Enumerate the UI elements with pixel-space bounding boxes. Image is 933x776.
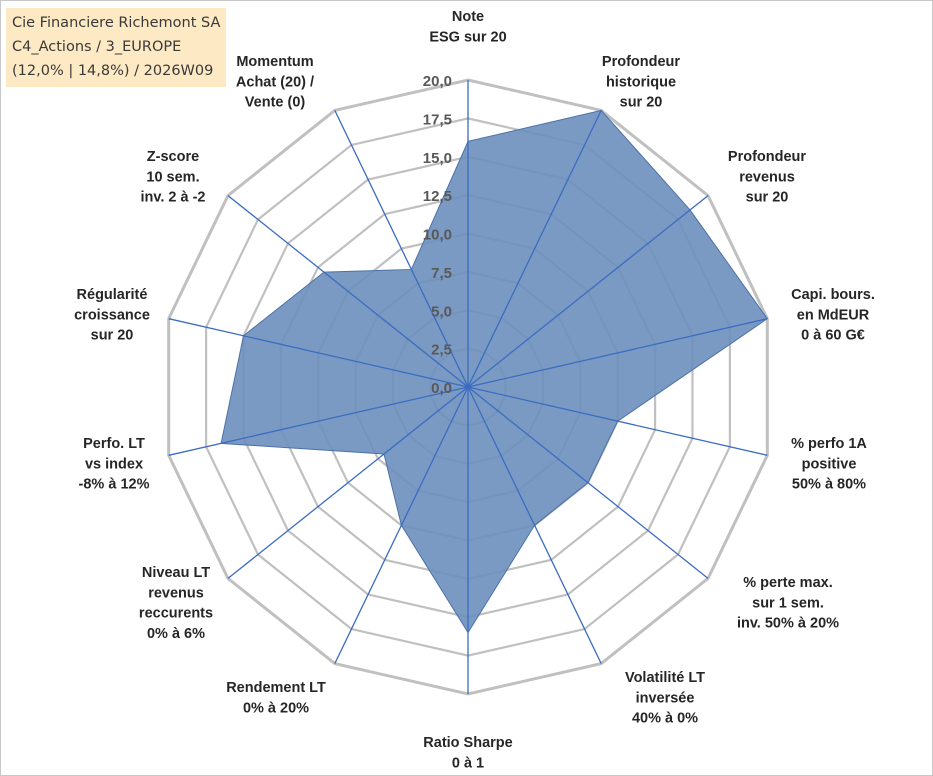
axis-label-line: Vente (0) bbox=[245, 95, 306, 111]
axis-label-line: ESG sur 20 bbox=[429, 29, 506, 45]
axis-spoke bbox=[227, 386, 469, 579]
axis-label-line: inv. 2 à -2 bbox=[140, 190, 205, 206]
data-polygon bbox=[220, 109, 769, 634]
axis-label-line: sur 20 bbox=[620, 95, 663, 111]
axis-label-line: Rendement LT bbox=[226, 680, 326, 696]
axis-spoke bbox=[467, 386, 602, 664]
chart-title-stats: (12,0% | 14,8%) / 2026W09 bbox=[12, 63, 214, 79]
axis-label: Rendement LT 0% à 20% bbox=[226, 680, 326, 716]
radar-series bbox=[220, 109, 769, 634]
axis-spoke bbox=[227, 195, 469, 388]
axis-label-line: croissance bbox=[74, 307, 150, 323]
axis-label: Volatilité LT inversée 40% à 0% bbox=[625, 670, 705, 727]
axis-label-line: 50% à 80% bbox=[792, 477, 866, 493]
chart-title-company: Cie Financiere Richemont SA bbox=[12, 15, 221, 31]
axis-label-line: sur 1 sem. bbox=[752, 595, 824, 611]
axis-label-line: Capi. bours. bbox=[791, 287, 875, 303]
axis-spoke bbox=[334, 110, 469, 388]
axis-label-line: 40% à 0% bbox=[632, 711, 698, 727]
axis-label-line: 0% à 6% bbox=[147, 626, 205, 642]
axis-spoke bbox=[467, 195, 709, 388]
axis-label: % perfo 1A positive 50% à 80% bbox=[791, 436, 867, 493]
axis-label-line: -8% à 12% bbox=[79, 477, 150, 493]
axis-label-line: 10 sem. bbox=[146, 169, 199, 185]
axis-spoke bbox=[467, 110, 602, 388]
tick-label: 10,0 bbox=[423, 227, 452, 244]
axis-label-line: sur 20 bbox=[91, 328, 134, 344]
axis-spoke bbox=[467, 318, 768, 388]
tick-label: 20,0 bbox=[423, 73, 452, 90]
axis-label: Régularité croissance sur 20 bbox=[74, 287, 150, 344]
axis-label-line: Profondeur bbox=[728, 149, 806, 165]
axis-label-line: revenus bbox=[148, 585, 204, 601]
tick-label: 17,5 bbox=[423, 111, 452, 128]
axis-label-line: Momentum bbox=[236, 54, 313, 70]
axis-label-line: Régularité bbox=[77, 287, 148, 303]
axis-label-line: en MdEUR bbox=[797, 307, 870, 323]
chart-title-box: Cie Financiere Richemont SA C4_Actions /… bbox=[6, 8, 227, 87]
axis-label-line: Profondeur bbox=[602, 54, 680, 70]
axis-spoke bbox=[168, 386, 469, 456]
axis-label: Profondeur historique sur 20 bbox=[602, 54, 680, 111]
tick-label: 7,5 bbox=[431, 265, 452, 282]
axis-label-line: historique bbox=[606, 74, 676, 90]
tick-label: 12,5 bbox=[423, 188, 452, 205]
axis-label-line: Achat (20) / bbox=[236, 74, 314, 90]
axis-label-line: positive bbox=[802, 456, 857, 472]
axis-label: Z-score 10 sem. inv. 2 à -2 bbox=[140, 149, 205, 206]
axis-label-line: sur 20 bbox=[746, 190, 789, 206]
axis-label: Perfo. LT vs index -8% à 12% bbox=[79, 436, 150, 493]
radial-tick-labels: 0,0 2,5 5,0 7,5 10,0 12,5 15,0 17,5 20,0 bbox=[423, 73, 452, 397]
axis-label-line: vs index bbox=[85, 456, 143, 472]
axis-spoke bbox=[168, 318, 469, 388]
tick-label: 2,5 bbox=[431, 342, 452, 359]
axis-label: Profondeur revenus sur 20 bbox=[728, 149, 806, 206]
axis-spoke bbox=[467, 386, 709, 579]
axis-label: Niveau LT revenus reccurents 0% à 6% bbox=[139, 565, 213, 642]
axis-label: Note ESG sur 20 bbox=[429, 9, 506, 45]
axis-label-line: Perfo. LT bbox=[83, 436, 145, 452]
chart-title-category: C4_Actions / 3_EUROPE bbox=[12, 39, 182, 55]
axis-label-line: 0 à 60 G€ bbox=[801, 328, 865, 344]
axis-label-line: Ratio Sharpe bbox=[423, 735, 512, 751]
tick-label: 0,0 bbox=[431, 380, 452, 397]
axis-label-line: inversée bbox=[636, 690, 695, 706]
axis-label-line: 0% à 20% bbox=[243, 700, 309, 716]
axis-label-line: % perfo 1A bbox=[791, 436, 867, 452]
axis-spoke bbox=[334, 386, 469, 664]
axis-label-line: reccurents bbox=[139, 606, 213, 622]
axis-label: % perte max. sur 1 sem. inv. 50% à 20% bbox=[737, 575, 839, 632]
axis-label-line: revenus bbox=[739, 169, 795, 185]
axis-label-line: Z-score bbox=[147, 149, 199, 165]
axis-label-line: % perte max. bbox=[743, 575, 832, 591]
axis-label-line: Niveau LT bbox=[142, 565, 210, 581]
axis-label-line: Volatilité LT bbox=[625, 670, 705, 686]
axis-labels: Note ESG sur 20 Profondeur historique sur 20… bbox=[74, 9, 875, 771]
axis-label-line: Note bbox=[452, 9, 484, 25]
tick-label: 15,0 bbox=[423, 150, 452, 167]
tick-label: 5,0 bbox=[431, 303, 452, 320]
axis-label-line: inv. 50% à 20% bbox=[737, 616, 839, 632]
axis-label-line: 0 à 1 bbox=[452, 755, 484, 771]
axis-label: Capi. bours. en MdEUR 0 à 60 G€ bbox=[791, 287, 875, 344]
axis-label: Ratio Sharpe 0 à 1 bbox=[423, 735, 512, 771]
axis-label: Momentum Achat (20) / Vente (0) bbox=[236, 54, 314, 111]
axis-spoke bbox=[467, 386, 768, 456]
radar-spokes bbox=[168, 80, 768, 694]
